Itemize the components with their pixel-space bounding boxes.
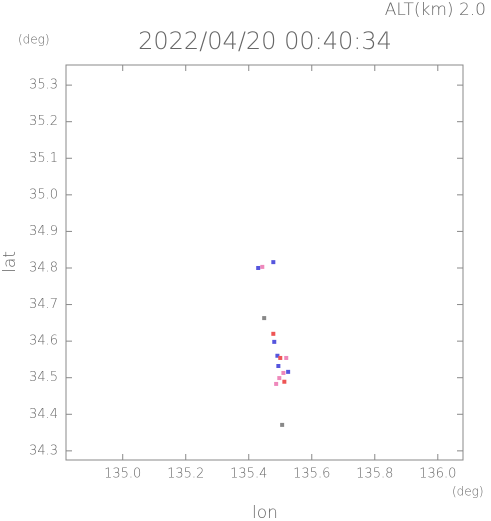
plot-frame xyxy=(65,64,464,461)
y-axis-label: lat xyxy=(0,251,20,273)
x-tick-label: 135.0 xyxy=(104,467,141,482)
y-tick-label: 34.6 xyxy=(29,334,58,349)
x-unit: (deg) xyxy=(452,485,484,499)
y-unit: (deg) xyxy=(18,33,50,47)
y-tick-label: 34.9 xyxy=(29,224,58,239)
y-tick-label: 34.5 xyxy=(29,370,58,385)
data-point xyxy=(286,369,291,374)
x-tick-label: 135.8 xyxy=(356,467,393,482)
y-tick-label: 34.7 xyxy=(29,297,58,312)
y-tick-label: 34.4 xyxy=(29,407,58,422)
data-point xyxy=(262,316,267,321)
y-tick-label: 35.1 xyxy=(29,151,58,166)
subtitle: ALT(km) 2.0 xyxy=(385,0,486,20)
data-point xyxy=(276,364,281,369)
x-axis-label: lon xyxy=(252,503,278,521)
y-tick-label: 35.3 xyxy=(29,78,58,93)
y-tick-label: 34.3 xyxy=(29,443,58,458)
data-point xyxy=(271,331,276,336)
x-tick-label: 135.2 xyxy=(167,467,204,482)
x-tick-label: 135.4 xyxy=(230,467,267,482)
x-tick-label: 135.6 xyxy=(293,467,330,482)
data-point xyxy=(282,379,287,384)
data-point xyxy=(272,339,277,344)
x-tick-label: 136.0 xyxy=(419,467,456,482)
data-point xyxy=(271,260,276,265)
data-point xyxy=(278,355,283,360)
data-point xyxy=(277,376,282,381)
data-point xyxy=(275,353,280,358)
data-point xyxy=(260,264,265,269)
y-tick-label: 34.8 xyxy=(29,260,58,275)
data-point xyxy=(256,265,261,270)
data-point xyxy=(281,370,286,375)
y-tick-label: 35.0 xyxy=(29,187,58,202)
data-point xyxy=(284,355,289,360)
chart-title: 2022/04/20 00:40:34 xyxy=(138,27,392,55)
data-point xyxy=(274,381,279,386)
data-point xyxy=(280,422,285,427)
y-tick-label: 35.2 xyxy=(29,114,58,129)
